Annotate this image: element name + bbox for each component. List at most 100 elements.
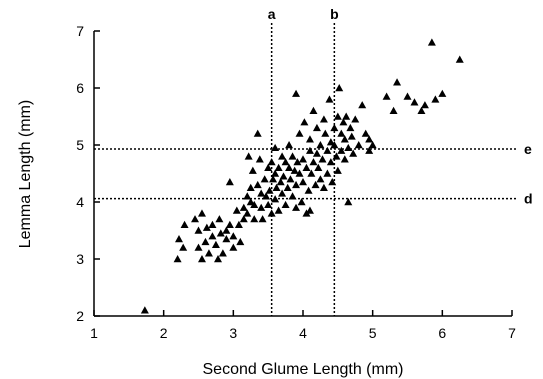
x-tick-label: 3: [229, 325, 237, 341]
y-tick-label: 2: [76, 308, 84, 324]
data-point: [340, 135, 349, 143]
data-point: [197, 209, 206, 217]
data-point: [191, 215, 200, 223]
data-points: [140, 38, 464, 314]
data-point: [276, 178, 285, 186]
data-point: [274, 206, 283, 214]
data-point: [351, 115, 360, 123]
data-point: [250, 200, 259, 209]
data-point: [244, 152, 253, 160]
y-tick-label: 6: [76, 80, 84, 96]
data-point: [427, 38, 436, 46]
data-point: [309, 158, 318, 166]
data-point: [316, 141, 325, 149]
data-point: [420, 101, 429, 109]
data-point: [204, 249, 213, 257]
data-point: [292, 203, 301, 211]
data-point: [246, 198, 255, 206]
data-point: [312, 123, 321, 132]
y-tick-label: 7: [76, 23, 84, 39]
data-point: [323, 169, 332, 177]
data-point: [354, 141, 363, 149]
data-point: [319, 183, 328, 191]
data-point: [311, 180, 320, 189]
data-point: [234, 220, 243, 228]
data-point: [403, 92, 412, 100]
data-point: [285, 141, 294, 149]
data-point: [222, 235, 231, 243]
data-point: [218, 249, 227, 257]
data-point: [278, 152, 287, 160]
data-point: [225, 220, 234, 228]
x-tick-label: 2: [160, 325, 168, 341]
data-point: [201, 237, 210, 246]
data-point: [307, 169, 316, 177]
x-tick-label: 7: [508, 325, 516, 341]
data-point: [290, 166, 299, 174]
data-point: [431, 95, 440, 103]
data-point: [272, 183, 281, 191]
data-point: [330, 141, 339, 149]
data-point: [410, 98, 419, 106]
data-point: [292, 180, 301, 189]
data-point: [358, 101, 367, 109]
data-point: [208, 220, 217, 228]
data-point: [333, 166, 342, 174]
data-point: [140, 306, 149, 314]
data-point: [295, 169, 304, 177]
data-point: [179, 243, 188, 251]
data-point: [293, 158, 302, 166]
data-point: [344, 143, 353, 152]
data-point: [332, 152, 341, 160]
data-point: [297, 198, 306, 206]
data-point: [302, 163, 311, 171]
data-point: [309, 106, 318, 114]
data-point: [197, 255, 206, 263]
data-point: [248, 166, 257, 174]
data-point: [257, 203, 266, 211]
data-point: [236, 237, 245, 246]
data-point: [321, 129, 330, 137]
data-point: [288, 192, 297, 200]
data-point: [339, 118, 348, 126]
reference-label-d: d: [524, 191, 533, 207]
data-point: [214, 255, 223, 263]
data-point: [262, 192, 271, 200]
data-point: [180, 220, 189, 228]
data-point: [229, 232, 238, 240]
data-point: [271, 169, 280, 177]
data-point: [258, 215, 267, 223]
data-point: [455, 55, 464, 63]
data-point: [365, 135, 374, 143]
data-point: [305, 135, 314, 143]
data-point: [300, 118, 309, 126]
data-point: [274, 163, 283, 171]
data-point: [216, 229, 225, 237]
y-axis-label: Lemma Length (mm): [17, 100, 34, 249]
data-point: [305, 206, 314, 214]
data-point: [229, 243, 238, 251]
data-point: [279, 172, 288, 180]
data-point: [333, 112, 342, 120]
data-point: [267, 158, 276, 166]
data-point: [243, 192, 252, 200]
data-point: [253, 129, 262, 137]
data-point: [361, 129, 370, 137]
data-point: [337, 129, 346, 137]
data-point: [316, 175, 325, 183]
data-point: [271, 143, 280, 152]
data-point: [349, 149, 358, 157]
data-point: [299, 155, 307, 163]
data-point: [215, 215, 224, 223]
data-point: [222, 226, 231, 234]
data-point: [173, 255, 182, 263]
data-point: [278, 189, 287, 197]
data-point: [295, 129, 304, 137]
data-point: [304, 186, 313, 194]
x-tick-label: 4: [299, 325, 307, 341]
data-point: [253, 180, 262, 189]
data-point: [202, 223, 211, 231]
data-point: [305, 146, 314, 154]
data-point: [281, 158, 290, 166]
